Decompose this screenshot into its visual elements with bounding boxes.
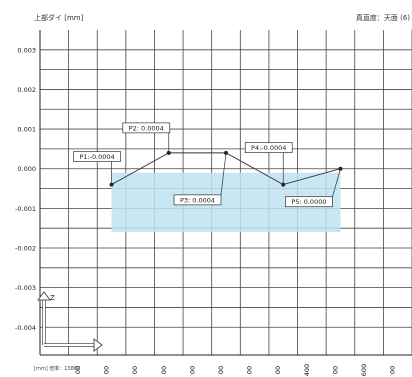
x-tick-label: 00 bbox=[160, 366, 168, 374]
point-label-leader bbox=[220, 152, 227, 195]
y-tick-label: -0.003 bbox=[15, 284, 36, 292]
point-label-box bbox=[73, 151, 121, 162]
x-tick-label: 00 bbox=[389, 366, 397, 374]
x-tick-label: 00 bbox=[217, 366, 225, 374]
x-tick-label: 400 bbox=[303, 364, 311, 376]
x-tick-label: 00 bbox=[246, 366, 254, 374]
x-tick-label: 00 bbox=[74, 366, 82, 374]
y-tick-label: 0.002 bbox=[17, 86, 36, 94]
y-tick-label: 0.003 bbox=[17, 46, 36, 54]
x-tick-label: 00 bbox=[188, 366, 196, 374]
x-tick-label: 00 bbox=[131, 366, 139, 374]
point-label-leader bbox=[332, 168, 341, 197]
z-axis-label: Z bbox=[50, 294, 55, 302]
y-tick-label: 0.000 bbox=[17, 165, 36, 173]
point-label-box bbox=[122, 122, 171, 134]
x-tick-label: 600 bbox=[360, 364, 368, 376]
scale-label: [mm] 倍率：13860 bbox=[34, 366, 81, 372]
x-tick-label: 00 bbox=[274, 366, 282, 374]
chart-title: 上部ダイ [mm] bbox=[34, 14, 84, 22]
point-label-box bbox=[285, 196, 333, 208]
x-tick-label: 00 bbox=[331, 366, 339, 374]
point-label: P2: 0.0004 bbox=[129, 124, 164, 132]
x-tick-label: 00 bbox=[103, 366, 111, 374]
point-label-box bbox=[173, 194, 222, 206]
point-label: P3: 0.0004 bbox=[180, 196, 215, 204]
y-tick-label: -0.004 bbox=[15, 324, 36, 332]
y-tick-label: -0.001 bbox=[15, 205, 36, 213]
y-tick-label: -0.002 bbox=[15, 244, 36, 252]
point-label: P5: 0.0000 bbox=[291, 198, 326, 206]
y-tick-label: 0.001 bbox=[17, 126, 36, 134]
point-label: P1:-0.0004 bbox=[79, 153, 114, 161]
z-axis-arrow-head bbox=[37, 291, 51, 301]
flatness-label: 真直度：天面 (6) bbox=[355, 14, 410, 22]
x-axis-arrow-head bbox=[93, 338, 103, 352]
point-label: P4:-0.0004 bbox=[251, 144, 286, 152]
point-label-box bbox=[244, 142, 293, 153]
